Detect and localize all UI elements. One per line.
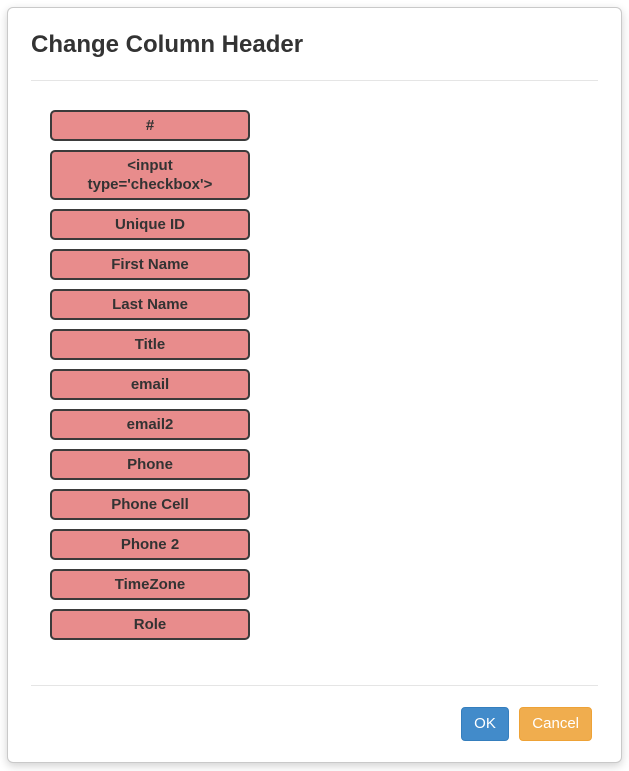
ok-button[interactable]: OK xyxy=(461,707,509,741)
column-header-label: # xyxy=(145,117,155,134)
column-header-label: Phone xyxy=(127,456,173,473)
cancel-button[interactable]: Cancel xyxy=(519,707,592,741)
column-header-label: <input type='checkbox'> xyxy=(87,157,213,193)
change-column-header-dialog: Change Column Header # <input type='chec… xyxy=(7,7,622,763)
column-header-label: First Name xyxy=(111,256,189,273)
column-header-item[interactable]: Phone Cell xyxy=(50,489,250,520)
column-header-label: Phone 2 xyxy=(120,536,180,553)
column-header-label: Title xyxy=(134,336,166,353)
column-header-item[interactable]: email2 xyxy=(50,409,250,440)
column-header-item[interactable]: <input type='checkbox'> xyxy=(50,150,250,200)
column-header-item[interactable]: Phone xyxy=(50,449,250,480)
dialog-header: Change Column Header xyxy=(8,8,621,58)
column-header-label: email2 xyxy=(126,416,174,433)
column-header-item[interactable]: # xyxy=(50,110,250,141)
column-list: # <input type='checkbox'> Unique ID Firs… xyxy=(8,110,621,640)
column-header-label: email xyxy=(130,376,170,393)
footer-divider xyxy=(31,685,598,686)
column-header-item[interactable]: Role xyxy=(50,609,250,640)
header-divider xyxy=(31,80,598,81)
dialog-footer: OK Cancel xyxy=(461,707,592,741)
column-header-label: Unique ID xyxy=(115,216,185,233)
column-header-item[interactable]: Last Name xyxy=(50,289,250,320)
column-header-item[interactable]: Phone 2 xyxy=(50,529,250,560)
column-header-item[interactable]: Unique ID xyxy=(50,209,250,240)
column-header-item[interactable]: First Name xyxy=(50,249,250,280)
column-header-label: Phone Cell xyxy=(111,496,189,513)
dialog-title: Change Column Header xyxy=(31,31,304,58)
column-header-label: Role xyxy=(133,616,167,633)
column-header-label: TimeZone xyxy=(114,576,186,593)
column-header-item[interactable]: Title xyxy=(50,329,250,360)
column-header-item[interactable]: TimeZone xyxy=(50,569,250,600)
column-header-label: Last Name xyxy=(112,296,188,313)
column-header-item[interactable]: email xyxy=(50,369,250,400)
